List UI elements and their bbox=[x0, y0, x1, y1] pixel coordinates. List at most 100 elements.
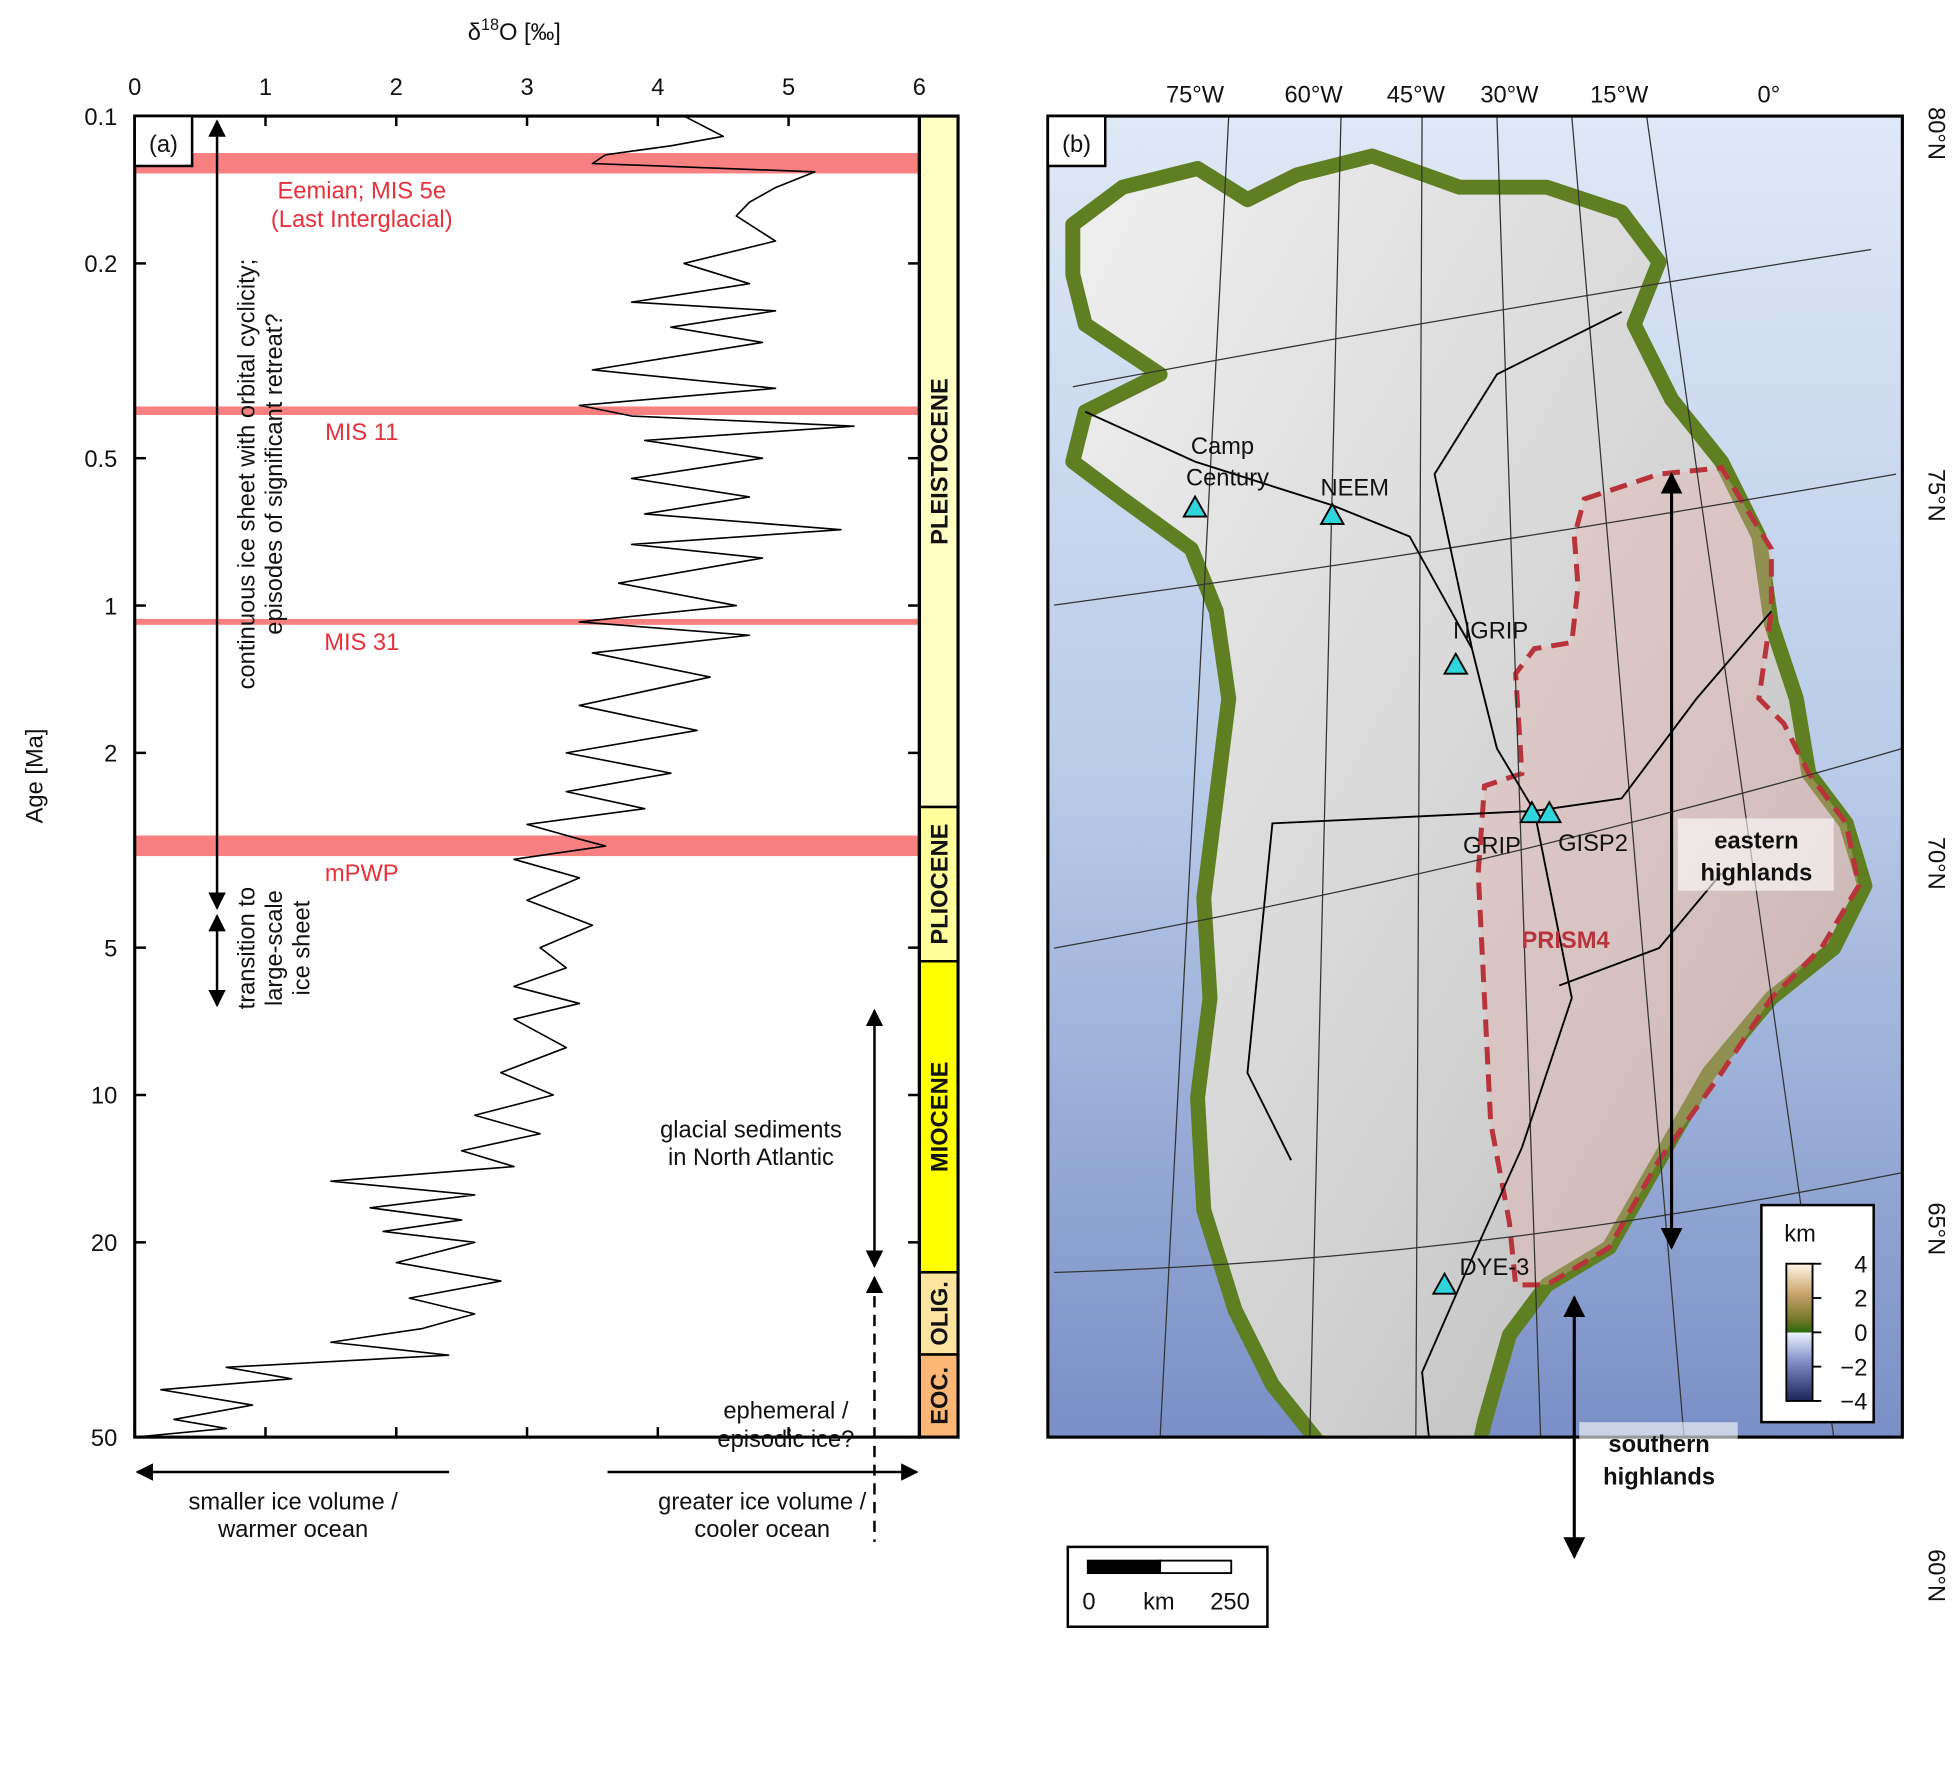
longitude-label: 60°W bbox=[1284, 82, 1343, 108]
site-marker bbox=[1536, 800, 1563, 824]
site-label: Century bbox=[1186, 465, 1269, 491]
epoch-label: PLIOCENE bbox=[927, 824, 953, 945]
data-line bbox=[134, 115, 855, 1438]
annotation: continuous ice sheet with orbital cyclic… bbox=[234, 259, 260, 690]
x-tick-label: 1 bbox=[259, 75, 272, 101]
direction-label: greater ice volume / bbox=[658, 1489, 866, 1515]
direction-label: cooler ocean bbox=[694, 1517, 830, 1543]
site-marker bbox=[1319, 502, 1346, 525]
direction-label: smaller ice volume / bbox=[188, 1489, 398, 1515]
annotation: ice sheet bbox=[289, 900, 315, 995]
site-label: NEEM bbox=[1321, 475, 1389, 501]
highlight-band bbox=[134, 406, 920, 415]
scale-bar bbox=[1159, 1559, 1233, 1575]
x-tick-label: 5 bbox=[782, 75, 795, 101]
site-markers bbox=[1182, 494, 1563, 1295]
latitude-label: 70°N bbox=[1923, 837, 1949, 890]
colorbar-tick-label: 0 bbox=[1854, 1321, 1867, 1347]
epoch-label: EOC. bbox=[927, 1367, 953, 1425]
annotation: transition to bbox=[234, 887, 260, 1009]
y-axis-label: Age [Ma] bbox=[22, 729, 48, 824]
region-label: highlands bbox=[1700, 861, 1812, 887]
y-tick-label: 0.1 bbox=[84, 105, 117, 131]
x-tick-label: 3 bbox=[520, 75, 533, 101]
annotation: episodes of significant retreat? bbox=[262, 313, 288, 634]
latitude-label: 65°N bbox=[1923, 1202, 1949, 1255]
colorbar-box bbox=[1760, 1203, 1875, 1424]
colorbar-tick-label: 4 bbox=[1854, 1252, 1867, 1278]
scale-bar bbox=[1086, 1559, 1162, 1575]
region-label: southern bbox=[1608, 1432, 1709, 1458]
y-tick-label: 0.5 bbox=[84, 447, 117, 473]
latitude-label: 60°N bbox=[1923, 1549, 1949, 1602]
longitude-label: 15°W bbox=[1590, 82, 1649, 108]
band-label: (Last Interglacial) bbox=[271, 207, 453, 233]
band-label: MIS 11 bbox=[325, 420, 398, 446]
site-marker bbox=[1431, 1271, 1458, 1295]
band-label: MIS 31 bbox=[324, 630, 399, 656]
longitude-label: 45°W bbox=[1387, 82, 1446, 108]
scale-label: 0 bbox=[1082, 1589, 1095, 1615]
x-tick-label: 2 bbox=[390, 75, 403, 101]
region-label: eastern bbox=[1714, 828, 1798, 854]
annotation: ephemeral / bbox=[723, 1398, 849, 1424]
site-label: GRIP bbox=[1463, 833, 1521, 859]
longitude-label: 0° bbox=[1758, 82, 1781, 108]
label-background bbox=[1677, 818, 1834, 891]
x-tick-label: 0 bbox=[128, 75, 141, 101]
annotation: episodic ice? bbox=[717, 1427, 854, 1453]
epoch-frame bbox=[917, 114, 960, 1439]
longitude-label: 30°W bbox=[1480, 82, 1539, 108]
y-tick-label: 0.2 bbox=[84, 252, 117, 278]
scale-label: km bbox=[1143, 1589, 1175, 1615]
site-marker bbox=[1182, 494, 1208, 518]
panel-label: (b) bbox=[1062, 132, 1091, 158]
epoch-label: OLIG. bbox=[927, 1281, 953, 1345]
panel-label: (a) bbox=[149, 132, 178, 158]
site-label: DYE-3 bbox=[1460, 1255, 1530, 1281]
annotation: in North Atlantic bbox=[668, 1145, 834, 1171]
colorbar bbox=[1785, 1262, 1814, 1402]
panel-a: PLEISTOCENE PLIOCENE MIOCENE OLIG. EOC. Eemia… bbox=[84, 75, 960, 1452]
epoch-label: PLEISTOCENE bbox=[927, 378, 953, 545]
latitude-label: 75°N bbox=[1923, 469, 1949, 522]
y-tick-label: 20 bbox=[91, 1231, 117, 1257]
scale-label: 250 bbox=[1210, 1589, 1250, 1615]
panel-label-box bbox=[133, 114, 194, 168]
colorbar-tick-label: −2 bbox=[1840, 1355, 1867, 1381]
colorbar-title: km bbox=[1784, 1221, 1816, 1247]
panel-label-box bbox=[1046, 114, 1107, 168]
label-background bbox=[1579, 1422, 1738, 1495]
highlight-band bbox=[134, 835, 920, 857]
annotation: glacial sediments bbox=[660, 1118, 842, 1144]
x-tick-label: 4 bbox=[651, 75, 664, 101]
y-tick-label: 5 bbox=[104, 936, 117, 962]
annotation: large-scale bbox=[262, 890, 288, 1006]
direction-label: warmer ocean bbox=[217, 1517, 368, 1543]
highlight-band bbox=[134, 618, 920, 625]
colorbar-tick-label: −4 bbox=[1840, 1390, 1867, 1416]
y-tick-label: 1 bbox=[104, 594, 117, 620]
graticule bbox=[1053, 116, 1903, 1438]
region-label: highlands bbox=[1603, 1465, 1715, 1491]
band-label: Eemian; MIS 5e bbox=[277, 178, 446, 204]
colorbar-tick-label: 2 bbox=[1854, 1287, 1867, 1313]
site-label: GISP2 bbox=[1558, 831, 1628, 857]
ice-divides bbox=[1084, 311, 1773, 1438]
y-tick-label: 10 bbox=[91, 1084, 117, 1110]
x-tick-label: 6 bbox=[913, 75, 926, 101]
region-label: PRISM4 bbox=[1521, 928, 1610, 954]
colorbar-ticks: 4 2 0 −2 −4 bbox=[1812, 1252, 1867, 1416]
site-label: NGRIP bbox=[1453, 619, 1528, 645]
x-axis-label: δ18O [‰] bbox=[468, 16, 561, 46]
highlight-band bbox=[134, 153, 920, 174]
map-frame bbox=[1046, 114, 1904, 1439]
site-label: Camp bbox=[1191, 434, 1254, 460]
latitude-label: 80°N bbox=[1923, 107, 1949, 160]
longitude-label: 75°W bbox=[1166, 82, 1225, 108]
y-tick-label: 50 bbox=[91, 1426, 117, 1452]
band-label: mPWP bbox=[325, 861, 399, 887]
y-tick-label: 2 bbox=[104, 742, 117, 768]
